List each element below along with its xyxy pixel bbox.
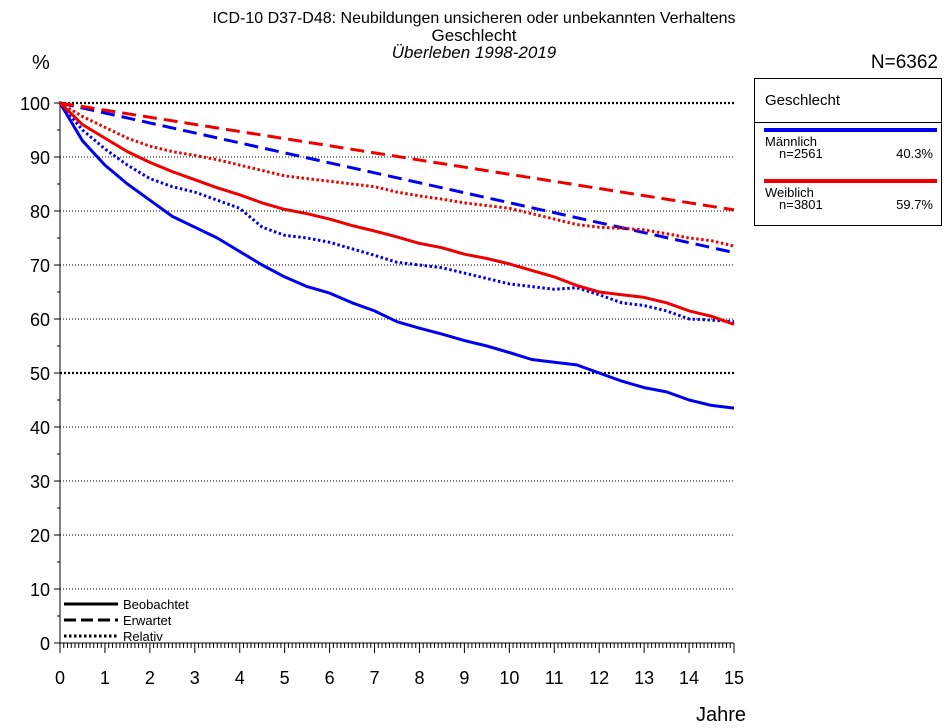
y-tick-label: 40	[30, 418, 50, 438]
y-tick-label: 10	[30, 580, 50, 600]
series-lines	[58, 101, 735, 410]
y-tick-label: 70	[30, 256, 50, 276]
y-tick-label: 50	[30, 364, 50, 384]
x-tick-label: 5	[280, 668, 290, 688]
x-tick-label: 6	[325, 668, 335, 688]
x-tick-label: 3	[190, 668, 200, 688]
y-tick-label: 60	[30, 310, 50, 330]
line-legend-label: Beobachtet	[123, 597, 189, 612]
total-n: N=6362	[870, 52, 938, 73]
x-tick-label: 1	[100, 668, 110, 688]
x-tick-label: 4	[235, 668, 245, 688]
x-tick-label: 0	[55, 668, 65, 688]
legend-color-bar	[764, 128, 937, 132]
legend-entry-count: n=3801	[779, 197, 823, 212]
legend-title: Geschlecht	[765, 92, 841, 109]
x-tick-label: 11	[545, 668, 564, 688]
line-legend-label: Erwartet	[123, 613, 172, 628]
legend-entry-percent: 59.7%	[896, 197, 933, 212]
x-tick-label: 7	[370, 668, 380, 688]
series-line	[59, 101, 735, 248]
x-tick-label: 8	[414, 668, 424, 688]
legend-entry-name: Männlich	[765, 134, 818, 149]
group-legend: Geschlecht Männlich n=2561 40.3% Weiblic…	[754, 78, 942, 226]
y-tick-label: 0	[40, 634, 50, 654]
y-tick-label: 80	[30, 202, 50, 222]
y-tick-label: 20	[30, 526, 50, 546]
x-tick-label: 9	[459, 668, 469, 688]
legend-entry-name: Weiblich	[765, 185, 814, 200]
x-tick-label: 15	[724, 668, 744, 688]
y-tick-label: 100	[20, 94, 50, 114]
x-tick-label: 14	[679, 668, 699, 688]
axes	[54, 101, 735, 653]
y-tick-label: 90	[30, 148, 50, 168]
chart-title: ICD-10 D37-D48: Neubildungen unsicheren …	[212, 10, 736, 27]
x-tick-label: 10	[499, 668, 519, 688]
x-axis-label: Jahre	[696, 704, 747, 726]
legend-entry-count: n=2561	[779, 146, 823, 161]
legend-entry-percent: 40.3%	[896, 146, 933, 161]
y-axis-unit: %	[32, 52, 50, 74]
gridlines	[60, 101, 734, 590]
x-tick-label: 13	[634, 668, 654, 688]
chart-subtitle: Geschlecht	[431, 26, 517, 45]
legend-entry-maennlich: Männlich n=2561 40.3%	[755, 128, 941, 172]
y-tick-label: 30	[30, 472, 50, 492]
legend-entry-weiblich: Weiblich n=3801 59.7%	[755, 179, 941, 223]
series-line	[58, 102, 735, 324]
line-legend-label: Relativ	[123, 629, 163, 644]
series-line	[59, 101, 735, 255]
series-line	[59, 101, 735, 212]
x-tick-label: 2	[145, 668, 155, 688]
chart-period: Überleben 1998-2019	[391, 43, 557, 62]
series-line	[58, 101, 735, 326]
legend-divider	[755, 122, 941, 123]
x-tick-label: 12	[589, 668, 609, 688]
series-line	[58, 102, 735, 410]
legend-color-bar	[764, 179, 937, 183]
